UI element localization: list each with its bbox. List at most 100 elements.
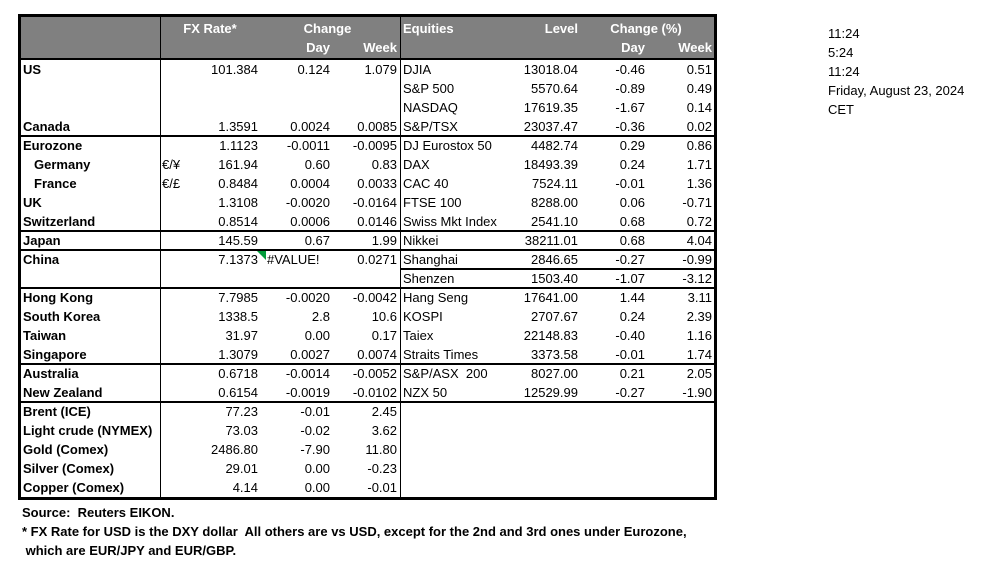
table-row: Swiss Mkt Index 2541.10 0.68 0.72 (401, 212, 714, 231)
index-day-change: 0.21 (619, 366, 645, 381)
country-label: China (23, 252, 60, 267)
table-row: S&P/ASX 200 8027.00 0.21 2.05 (401, 364, 714, 383)
country-label: Light crude (NYMEX) (23, 423, 153, 438)
group-separator (21, 401, 714, 403)
fx-rate-value: 1338.5 (218, 309, 258, 324)
table-row: Eurozone 1.1123 -0.0011 -0.0095 (21, 136, 400, 155)
fx-rate-value: 2486.80 (211, 442, 258, 457)
market-table: FX Rate* Change Day Week Equities Level … (18, 14, 717, 500)
index-level: 38211.01 (524, 233, 578, 248)
index-label: NASDAQ (403, 100, 458, 115)
group-separator (21, 249, 714, 251)
fx-day-change: 0.124 (297, 62, 330, 77)
table-row: Germany €/¥ 161.94 0.60 0.83 (21, 155, 400, 174)
fx-week-change: -0.0042 (352, 290, 397, 305)
fx-week-change: 11.80 (365, 442, 397, 457)
fx-rate-value: 0.8484 (218, 176, 258, 191)
level-column-header: Level (544, 21, 578, 36)
index-level: 13018.04 (523, 62, 578, 77)
table-row: Shanghai 2846.65 -0.27 -0.99 (401, 250, 714, 269)
fx-rate-value: 1.3079 (218, 347, 258, 362)
fx-rate-value: 101.384 (211, 62, 258, 77)
table-row: CAC 40 7524.11 -0.01 1.36 (401, 174, 714, 193)
fx-day-change: 0.0027 (290, 347, 330, 362)
fx-day-change: 0.60 (304, 157, 330, 172)
country-label: New Zealand (23, 385, 103, 400)
fx-rate-column-header: FX Rate* (183, 21, 237, 36)
index-level: 22148.83 (523, 328, 578, 343)
group-separator (21, 287, 714, 289)
table-row: Hong Kong 7.7985 -0.0020 -0.0042 (21, 288, 400, 307)
table-row (21, 98, 400, 117)
country-label: US (23, 62, 42, 77)
index-level: 17641.00 (523, 290, 578, 305)
timestamp: 5:24 (828, 45, 854, 60)
index-day-change: 0.29 (619, 138, 645, 153)
table-row: Silver (Comex) 29.01 0.00 -0.23 (21, 459, 400, 478)
index-level: 2846.65 (531, 252, 578, 267)
index-day-change: -0.89 (615, 81, 645, 96)
fx-day-change: -0.0020 (285, 290, 330, 305)
index-label: Straits Times (403, 347, 479, 362)
fx-week-change: 1.99 (371, 233, 397, 248)
country-label: Japan (23, 233, 61, 248)
index-label: Shanghai (403, 252, 458, 267)
index-week-change: 0.49 (686, 81, 712, 96)
index-day-change: -1.07 (615, 271, 645, 286)
fx-section: US 101.384 0.124 1.079 Canada 1.3591 0.0024 0.0… (21, 60, 400, 497)
fx-day-change: -0.0020 (285, 195, 330, 210)
fx-week-change: 0.0085 (357, 119, 397, 134)
index-level: 4482.74 (531, 138, 578, 153)
fx-rate-value: 29.01 (225, 461, 258, 476)
index-level: 1503.40 (531, 271, 578, 286)
table-header-band (21, 17, 714, 60)
change-column-header: Change (303, 21, 352, 36)
table-row: Australia 0.6718 -0.0014 -0.0052 (21, 364, 400, 383)
currency-pair-code: €/¥ (162, 157, 181, 172)
index-level: 8288.00 (531, 195, 578, 210)
index-day-change: 0.68 (619, 233, 645, 248)
country-label: Taiwan (23, 328, 67, 343)
index-label: NZX 50 (403, 385, 448, 400)
table-row: China 7.1373 #VALUE! 0.0271 (21, 250, 400, 269)
fx-day-change: 2.8 (311, 309, 330, 324)
index-week-change: 4.04 (686, 233, 712, 248)
index-label: Shenzen (403, 271, 455, 286)
country-label: Germany (34, 157, 91, 172)
fx-rate-value: 1.3108 (218, 195, 258, 210)
fx-week-change: 1.079 (364, 62, 397, 77)
fx-day-change: -0.0019 (285, 385, 330, 400)
index-day-change: 1.44 (619, 290, 645, 305)
fx-day-change: -0.01 (300, 404, 330, 419)
index-week-change: 3.11 (687, 290, 712, 305)
index-day-change: -0.27 (615, 385, 645, 400)
index-level: 12529.99 (523, 385, 578, 400)
table-row: Shenzen 1503.40 -1.07 -3.12 (401, 269, 714, 288)
index-day-change: -0.36 (615, 119, 645, 134)
day-subheader: Day (621, 40, 645, 55)
fx-rate-value: 7.1373 (218, 252, 258, 267)
index-week-change: 0.86 (686, 138, 712, 153)
table-row: S&P 500 5570.64 -0.89 0.49 (401, 79, 714, 98)
table-row: Brent (ICE) 77.23 -0.01 2.45 (21, 402, 400, 421)
index-level: 17619.35 (523, 100, 578, 115)
fx-rate-footnote-line1: * FX Rate for USD is the DXY dollar All … (22, 524, 687, 539)
table-row: Taiex 22148.83 -0.40 1.16 (401, 326, 714, 345)
fx-week-change: 10.6 (371, 309, 397, 324)
fx-rate-value: 0.6154 (218, 385, 258, 400)
fx-rate-value: 77.23 (225, 404, 258, 419)
change-pct-column-header: Change (%) (610, 21, 682, 36)
country-label: Australia (23, 366, 79, 381)
country-label: Gold (Comex) (23, 442, 109, 457)
index-day-change: 0.24 (619, 157, 645, 172)
table-row: Gold (Comex) 2486.80 -7.90 11.80 (21, 440, 400, 459)
table-row: Singapore 1.3079 0.0027 0.0074 (21, 345, 400, 364)
timestamp: 11:24 (828, 64, 860, 79)
fx-rate-value: 161.94 (218, 157, 258, 172)
index-level: 7524.11 (531, 176, 578, 191)
country-label: Silver (Comex) (23, 461, 115, 476)
fx-week-change: -0.0052 (352, 366, 397, 381)
table-row: South Korea 1338.5 2.8 10.6 (21, 307, 400, 326)
index-level: 8027.00 (531, 366, 578, 381)
